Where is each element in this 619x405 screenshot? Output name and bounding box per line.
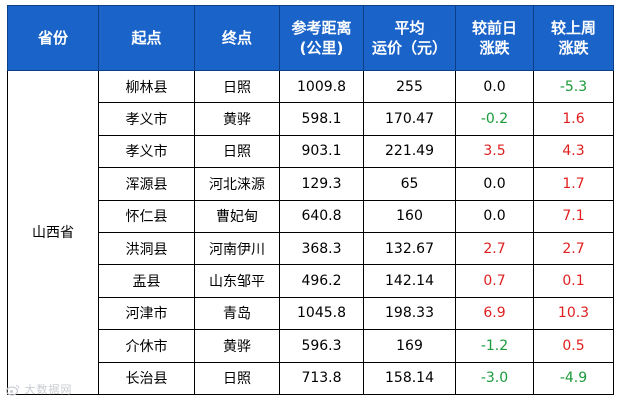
destination-cell: 日照 [194, 361, 280, 395]
day-change-cell: -0.2 [455, 102, 534, 136]
price-cell: 142.14 [363, 264, 456, 298]
table-row: 盂县 山东邹平 496.2 142.14 0.7 0.1 [8, 264, 614, 298]
origin-cell: 孝义市 [98, 102, 195, 136]
table-row: 介休市 黄骅 596.3 169 -1.2 0.5 [8, 329, 614, 363]
distance-cell: 1045.8 [279, 296, 364, 331]
price-cell: 132.67 [363, 231, 456, 266]
price-cell: 170.47 [363, 102, 456, 136]
day-change-cell: 3.5 [455, 134, 534, 169]
origin-cell: 盂县 [98, 264, 195, 298]
destination-cell: 黄骅 [194, 102, 280, 136]
header-province: 省份 [7, 5, 99, 71]
origin-cell: 长治县 [98, 361, 195, 395]
destination-cell: 河北涞源 [194, 167, 280, 201]
watermark-text: 大数据网 [24, 383, 73, 396]
table-row: 浑源县 河北涞源 129.3 65 0.0 1.7 [8, 167, 614, 201]
distance-cell: 596.3 [279, 329, 364, 363]
watermark: 大数据网 [6, 381, 73, 397]
day-change-cell: 0.0 [455, 167, 534, 201]
distance-cell: 713.8 [279, 361, 364, 395]
header-week-change: 较上周 涨跌 [533, 5, 614, 71]
week-change-cell: 0.5 [533, 329, 614, 363]
day-change-cell: 6.9 [455, 296, 534, 331]
freight-price-table: 省份 起点 终点 参考距离 (公里) 平均运价（元） 较前日涨跌 较上周涨跌 山西… [7, 5, 614, 395]
header-row: 省份 起点 终点 参考距离 (公里) 平均运价（元） 较前日涨跌 较上周涨跌 [7, 5, 614, 71]
origin-cell: 河津市 [98, 296, 195, 331]
destination-cell: 山东邹平 [194, 264, 280, 298]
table-row: 山西省 柳林县 日照 1009.8 255 0.0 -5.3 [7, 69, 614, 395]
price-cell: 255 [363, 69, 456, 104]
table-row: 孝义市 黄骅 598.1 170.47 -0.2 1.6 [8, 102, 614, 136]
price-cell: 221.49 [363, 134, 456, 169]
weibo-icon [6, 385, 20, 396]
table-body: 山西省 柳林县 日照 1009.8 255 0.0 -5.3 孝义市 黄骅 598.1 170.47… [7, 69, 614, 395]
day-change-cell: 0.7 [455, 264, 534, 298]
header-distance: 参考距离 (公里) [279, 5, 364, 71]
distance-cell: 129.3 [279, 167, 364, 201]
destination-cell: 日照 [194, 134, 280, 169]
destination-cell: 河南伊川 [194, 231, 280, 266]
week-change-cell: 4.3 [533, 134, 614, 169]
week-change-cell: -4.9 [533, 361, 614, 395]
header-origin: 起点 [98, 5, 195, 71]
week-change-cell: 1.6 [533, 102, 614, 136]
destination-cell: 黄骅 [194, 329, 280, 363]
distance-cell: 496.2 [279, 264, 364, 298]
origin-cell: 介休市 [98, 329, 195, 363]
header-day-change: 较前日 涨跌 [455, 5, 534, 71]
province-cell: 山西省 [7, 70, 99, 395]
header-distance-line2: (公里) [299, 39, 344, 57]
table-header: 省份 起点 终点 参考距离 (公里) 平均运价（元） 较前日涨跌 较上周涨跌 [7, 5, 614, 71]
price-cell: 198.33 [363, 296, 456, 331]
destination-cell: 日照 [194, 69, 280, 104]
origin-cell: 柳林县 [98, 69, 195, 104]
week-change-cell: 1.7 [533, 167, 614, 201]
header-day-line1: 较前日 [471, 19, 517, 37]
price-cell: 169 [363, 329, 456, 363]
week-change-cell: 2.7 [533, 231, 614, 266]
day-change-cell: 0.0 [455, 69, 534, 104]
day-change-cell: -3.0 [455, 361, 534, 395]
header-price-line1: 平均 [394, 19, 425, 37]
destination-cell: 曹妃甸 [194, 199, 280, 233]
origin-cell: 孝义市 [98, 134, 195, 169]
table-row: 河津市 青岛 1045.8 198.33 6.9 10.3 [8, 296, 614, 331]
distance-cell: 640.8 [279, 199, 364, 233]
header-week-line2: 涨跌 [558, 39, 589, 57]
table-row: 怀仁县 曹妃甸 640.8 160 0.0 7.1 [8, 199, 614, 233]
destination-cell: 青岛 [194, 296, 280, 331]
week-change-cell: -5.3 [533, 69, 614, 104]
day-change-cell: 0.0 [455, 199, 534, 233]
day-change-cell: -1.2 [455, 329, 534, 363]
origin-cell: 浑源县 [98, 167, 195, 201]
week-change-cell: 10.3 [533, 296, 614, 331]
table-row: 洪洞县 河南伊川 368.3 132.67 2.7 2.7 [8, 231, 614, 266]
header-week-line1: 较上周 [550, 19, 596, 37]
distance-cell: 1009.8 [279, 69, 364, 104]
week-change-cell: 7.1 [533, 199, 614, 233]
distance-cell: 903.1 [279, 134, 364, 169]
week-change-cell: 0.1 [533, 264, 614, 298]
price-cell: 160 [363, 199, 456, 233]
header-price-line2: 运价（元） [371, 39, 447, 57]
distance-cell: 368.3 [279, 231, 364, 266]
header-destination: 终点 [194, 5, 280, 71]
price-cell: 158.14 [363, 361, 456, 395]
header-distance-line1: 参考距离 [291, 19, 352, 37]
header-day-line2: 涨跌 [479, 39, 510, 57]
origin-cell: 洪洞县 [98, 231, 195, 266]
table-row: 孝义市 日照 903.1 221.49 3.5 4.3 [8, 134, 614, 169]
price-cell: 65 [363, 167, 456, 201]
distance-cell: 598.1 [279, 102, 364, 136]
origin-cell: 怀仁县 [98, 199, 195, 233]
table-row: 长治县 日照 713.8 158.14 -3.0 -4.9 [8, 361, 614, 395]
header-price: 平均运价（元） [363, 5, 456, 71]
day-change-cell: 2.7 [455, 231, 534, 266]
